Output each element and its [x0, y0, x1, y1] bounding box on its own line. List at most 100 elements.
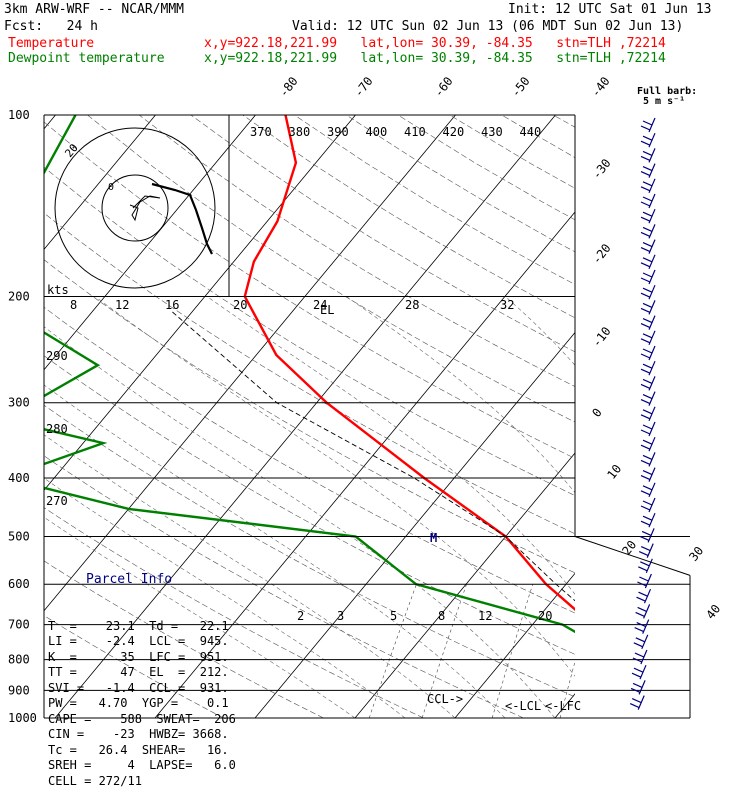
hodograph-ring-label: 8 [70, 298, 77, 312]
theta-tick-label: 410 [404, 125, 426, 139]
pressure-tick-label: 900 [8, 683, 30, 697]
wind-barb-flag [641, 354, 650, 358]
parcel-info-row: TT = 47 EL = 212. [48, 665, 236, 681]
mixing-ratio-line [560, 584, 597, 718]
wind-barb-flag [641, 278, 650, 282]
parcel-info-row: CELL = 272/11 [48, 774, 236, 790]
parcel-info-row: PW = 4.70 YGP = 0.1 [48, 696, 236, 712]
wind-barb-flag [641, 217, 650, 221]
pressure-tick-label: 500 [8, 529, 30, 543]
isotherm-line [355, 115, 740, 718]
wind-barb-flag [638, 567, 647, 571]
sounding-point [670, 711, 672, 713]
mixing-ratio-line [702, 584, 730, 718]
pressure-tick-label: 1000 [8, 711, 37, 725]
theta-tick-label: 420 [443, 125, 465, 139]
wind-barb-flag [643, 395, 652, 399]
wind-barb-flag [641, 476, 650, 480]
isotherm-tick-label: -60 [431, 74, 455, 100]
wind-barb-flag [635, 653, 644, 657]
wind-barb-flag [641, 460, 650, 464]
wind-barb-flag [637, 597, 646, 601]
wind-barb-flag [643, 410, 652, 414]
hodograph-unit-label: kts [47, 283, 69, 297]
mixing-ratio-line [621, 584, 654, 718]
wind-barb-flag [643, 364, 652, 368]
wind-barb-flag [643, 486, 652, 490]
dry-adiabat-line [553, 115, 740, 718]
isotherm-tick-label: -40 [588, 74, 612, 100]
wind-barb-flag [643, 136, 652, 140]
theta-tick-label: 290 [46, 349, 68, 363]
ccl-annotation: CCL-> [427, 692, 463, 706]
hodograph-ring-label: 20 [233, 298, 247, 312]
wind-barb-flag [638, 607, 647, 611]
wind-barb-flag [641, 369, 650, 373]
wind-barb-flag [641, 308, 650, 312]
wind-barb-flag [636, 612, 645, 616]
wind-barb-flag [639, 592, 648, 596]
wind-barb-flag [641, 263, 650, 267]
isotherm-line [655, 115, 740, 718]
wind-barb-flag [632, 673, 641, 677]
sounding-point [97, 364, 99, 366]
sounding-point [665, 704, 667, 706]
isotherm-tick-label: 20 [619, 538, 639, 558]
theta-tick-label: 280 [46, 422, 68, 436]
wind-barb-flag [641, 232, 650, 236]
isotherm-tick-label: -20 [589, 241, 613, 267]
sounding-point [17, 220, 19, 222]
wind-barb-flag [643, 121, 652, 125]
sounding-point [277, 220, 279, 222]
dry-adiabat-line [294, 115, 740, 718]
wind-barb-flag [630, 704, 639, 708]
hodograph-ring-label: 12 [115, 298, 129, 312]
wind-barb-flag [641, 141, 650, 145]
lcl-annotation: <-LCL [505, 699, 541, 713]
wind-barb-flag [641, 384, 650, 388]
pressure-tick-label: 600 [8, 577, 30, 591]
isotherm-tick-label: -10 [589, 324, 613, 350]
hodograph-zero-label: 0 [108, 182, 114, 193]
wind-barb-flag [641, 415, 650, 419]
isotherm-line [255, 115, 740, 718]
wind-barb-flag [639, 577, 648, 581]
wind-barb-flag [643, 303, 652, 307]
wind-barb-flag [643, 471, 652, 475]
wind-barb-flag [643, 379, 652, 383]
parcel-info-row: CAPE = 588 SWEAT= 206 [48, 712, 236, 728]
parcel-info-row: Tc = 26.4 SHEAR= 16. [48, 743, 236, 759]
wind-barb-flag [640, 536, 649, 540]
mixing-ratio-tick-label: 3 [337, 609, 344, 623]
wind-barb-flag [641, 324, 650, 328]
parcel-info-row: SVI = -1.4 CCL = 931. [48, 681, 236, 697]
moist-adiabat-line [207, 297, 655, 719]
wind-barb-flag [643, 182, 652, 186]
isotherm-tick-label: 30 [686, 544, 706, 564]
m-annotation: M [430, 531, 437, 545]
wind-barb-flag [643, 516, 652, 520]
sounding-point [276, 354, 278, 356]
pressure-tick-label: 800 [8, 653, 30, 667]
parcel-info-row: SREH = 4 LAPSE= 6.0 [48, 758, 236, 774]
isotherm-tick-label: -30 [589, 156, 613, 182]
wind-barb-flag [633, 683, 642, 687]
parcel-info-row: T = 23.1 Td = 22.1 [48, 619, 236, 635]
mixing-ratio-tick-label: 20 [538, 609, 552, 623]
wind-barb-flag [643, 197, 652, 201]
wind-barb-flag [643, 425, 652, 429]
theta-tick-label: 440 [520, 125, 542, 139]
mixing-ratio-tick-label: 2 [297, 609, 304, 623]
lfc-annotation: <-LFC [545, 699, 581, 713]
wind-barb-flag [634, 643, 643, 647]
wind-barb-flag [643, 273, 652, 277]
parcel-info-row: LI = -2.4 LCL = 945. [48, 634, 236, 650]
isotherm-tick-label: 10 [604, 462, 624, 482]
dry-adiabat-line [502, 115, 740, 718]
theta-tick-label: 400 [366, 125, 388, 139]
parcel-info-row: CIN = -23 HWBZ= 3668. [48, 727, 236, 743]
wind-barb-flag [643, 212, 652, 216]
wind-barb-flag [641, 521, 650, 525]
mixing-ratio-tick-label: 8 [438, 609, 445, 623]
hodograph-ring-label: 28 [405, 298, 419, 312]
